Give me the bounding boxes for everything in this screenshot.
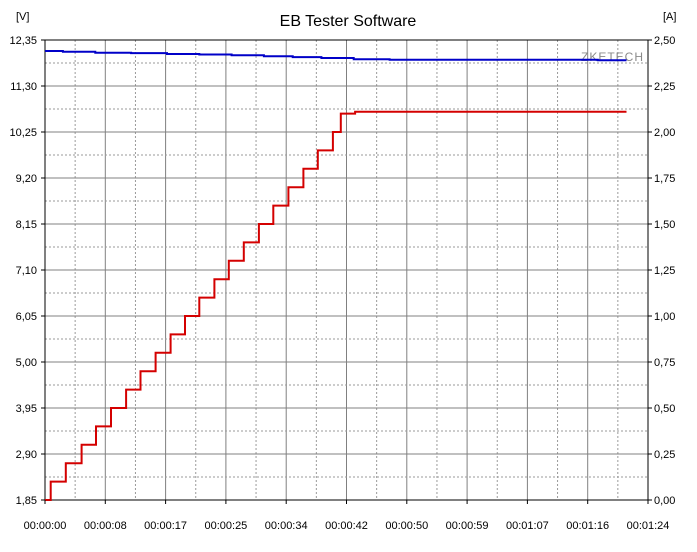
- y-left-tick-label: 5,00: [16, 357, 37, 369]
- watermark-logo: ZKETECH: [581, 50, 644, 64]
- grid-lines: [45, 40, 648, 500]
- x-tick-label: 00:00:25: [204, 520, 247, 532]
- series-layer: [45, 50, 627, 501]
- y-left-tick-label: 6,05: [16, 311, 37, 323]
- y-right-tick-label: 1,25: [654, 265, 675, 277]
- y-right-tick-label: 2,50: [654, 35, 675, 47]
- y-right-tick-label: 0,50: [654, 403, 675, 415]
- y-left-tick-label: 9,20: [16, 173, 37, 185]
- x-tick-label: 00:00:00: [24, 520, 67, 532]
- y-right-tick-label: 1,50: [654, 219, 675, 231]
- y-right-tick-label: 2,00: [654, 127, 675, 139]
- y-left-tick-label: 3,95: [16, 403, 37, 415]
- y-left-tick-label: 11,30: [10, 81, 37, 93]
- x-tick-label: 00:01:24: [627, 520, 670, 532]
- y-left-tick-label: 12,35: [9, 35, 37, 47]
- x-tick-label: 00:00:17: [144, 520, 187, 532]
- y-right-tick-label: 1,00: [654, 311, 675, 323]
- y-right-tick-label: 2,25: [654, 81, 675, 93]
- y-left-tick-label: 1,85: [16, 495, 37, 507]
- chart-title: EB Tester Software: [280, 13, 417, 30]
- x-tick-label: 00:00:08: [84, 520, 127, 532]
- right-axis-unit: [A]: [663, 11, 676, 23]
- x-tick-label: 00:00:34: [265, 520, 308, 532]
- y-right-tick-label: 0,00: [654, 495, 675, 507]
- x-tick-label: 00:00:42: [325, 520, 368, 532]
- left-axis-unit: [V]: [16, 11, 29, 23]
- x-tick-label: 00:00:50: [385, 520, 428, 532]
- y-right-tick-label: 0,25: [654, 449, 675, 461]
- y-left-tick-label: 2,90: [16, 449, 37, 461]
- tick-labels: 00:00:00 00:00:08 00:00:17 00:00:25 00:00:34…: [9, 35, 675, 532]
- x-tick-label: 00:01:16: [566, 520, 609, 532]
- voltage-series-line: [45, 50, 627, 62]
- y-right-tick-label: 0,75: [654, 357, 675, 369]
- y-right-tick-label: 1,75: [654, 173, 675, 185]
- x-tick-label: 00:00:59: [446, 520, 489, 532]
- current-series-line: [45, 110, 627, 501]
- y-left-tick-label: 10,25: [9, 127, 37, 139]
- y-left-tick-label: 7,10: [16, 265, 37, 277]
- x-tick-label: 00:01:07: [506, 520, 549, 532]
- y-left-tick-label: 8,15: [16, 219, 37, 231]
